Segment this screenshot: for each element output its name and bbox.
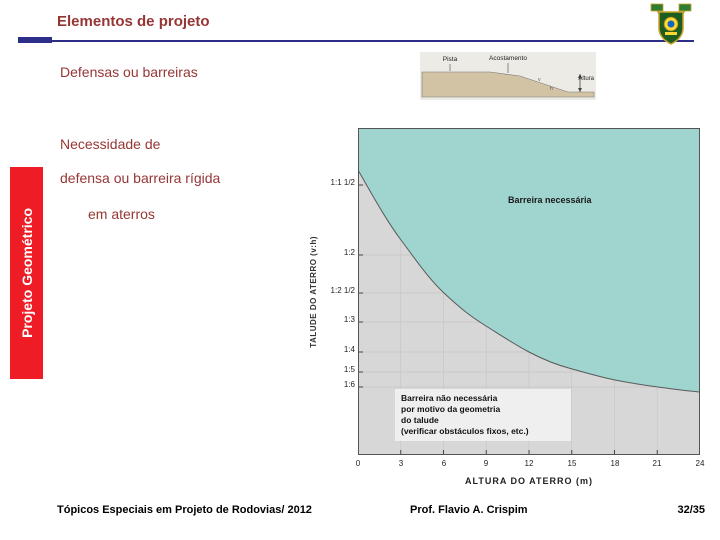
x-tick-label: 15 xyxy=(567,459,577,468)
road-cross-section-diagram: Pista Acostamento Altura v h xyxy=(420,52,596,100)
y-tick-label: 1:4 xyxy=(343,345,355,354)
x-tick-label: 18 xyxy=(610,459,620,468)
footer-page-number: 32/35 xyxy=(677,504,705,516)
x-tick-label: 3 xyxy=(398,459,404,468)
x-tick-label: 9 xyxy=(483,459,489,468)
page-title: Elementos de projeto xyxy=(57,13,210,30)
section-sidebar-label: Projeto Geométrico xyxy=(18,208,35,338)
body-text-line-2: defensa ou barreira rígida xyxy=(60,170,221,186)
slope-h-label: h xyxy=(550,86,553,92)
body-text-line-1: Necessidade de xyxy=(60,136,161,152)
y-tick-label: 1:6 xyxy=(343,380,355,389)
pista-label: Pista xyxy=(443,56,458,63)
y-tick-label: 1:1 1/2 xyxy=(330,178,355,187)
x-tick-label: 24 xyxy=(695,459,705,468)
boundary-curve xyxy=(358,169,700,393)
y-tick-label: 1:5 xyxy=(343,365,355,374)
x-tick-label: 0 xyxy=(355,459,361,468)
barrier-needed-label: Barreira necessária xyxy=(508,195,592,205)
note-line: do talude xyxy=(401,415,439,426)
barrier-needed-region xyxy=(358,128,700,392)
note-line: por motivo da geometria xyxy=(401,404,501,415)
slope-v-label: v xyxy=(538,77,541,83)
header-rule xyxy=(18,40,694,42)
y-tick-label: 1:3 xyxy=(343,315,355,324)
footer-course: Tópicos Especiais em Projeto de Rodovias… xyxy=(57,504,312,516)
note-line: (verificar obstáculos fixos, etc.) xyxy=(401,426,529,437)
y-tick-label: 1:2 xyxy=(343,248,355,257)
x-axis-title: ALTURA DO ATERRO (m) xyxy=(465,476,593,486)
header-rule-accent xyxy=(18,37,52,43)
y-tick-label: 1:2 1/2 xyxy=(330,286,355,295)
barrier-need-chart: TALUDE DO ATERRO (v:h) 1:1 1/2 1:2 1:2 1… xyxy=(305,125,707,493)
footer-author: Prof. Flavio A. Crispim xyxy=(410,504,528,516)
x-tick-label: 21 xyxy=(652,459,662,468)
x-tick-label: 6 xyxy=(441,459,447,468)
slide-subtitle: Defensas ou barreiras xyxy=(60,64,198,80)
institution-logo-icon xyxy=(650,3,692,45)
x-tick-label: 12 xyxy=(524,459,534,468)
note-line: Barreira não necessária xyxy=(401,393,498,403)
section-sidebar: Projeto Geométrico xyxy=(10,167,43,379)
barrier-not-needed-note: Barreira não necessária por motivo da ge… xyxy=(395,389,571,442)
body-text-line-3: em aterros xyxy=(88,206,155,222)
altura-label: Altura xyxy=(578,76,594,82)
acostamento-label: Acostamento xyxy=(489,55,527,62)
embankment-shape xyxy=(421,71,595,98)
